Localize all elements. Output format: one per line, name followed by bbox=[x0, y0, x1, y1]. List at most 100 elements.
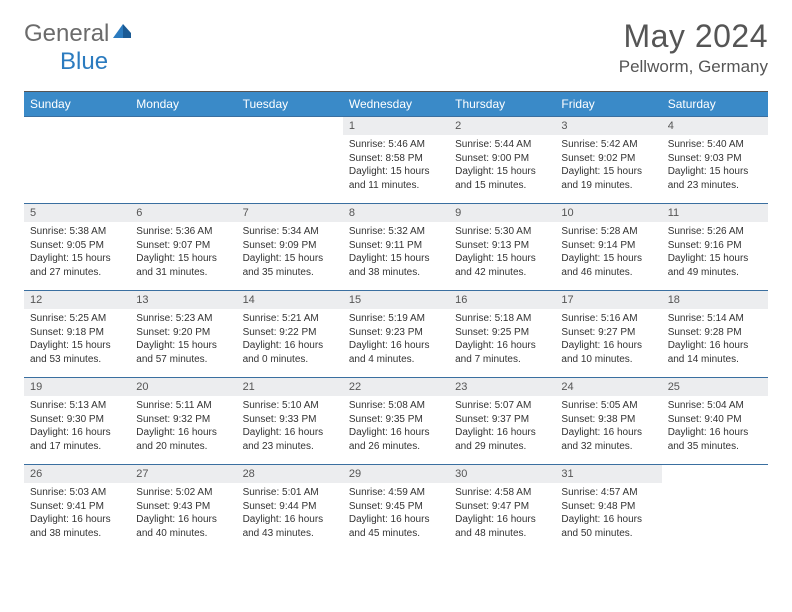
calendar-cell: 4Sunrise: 5:40 AMSunset: 9:03 PMDaylight… bbox=[662, 117, 768, 204]
day-number: 6 bbox=[130, 204, 236, 222]
day-number: 22 bbox=[343, 378, 449, 396]
calendar-cell: 26Sunrise: 5:03 AMSunset: 9:41 PMDayligh… bbox=[24, 465, 130, 552]
day-number: 3 bbox=[555, 117, 661, 135]
calendar-cell: 15Sunrise: 5:19 AMSunset: 9:23 PMDayligh… bbox=[343, 291, 449, 378]
calendar-cell: 16Sunrise: 5:18 AMSunset: 9:25 PMDayligh… bbox=[449, 291, 555, 378]
day-body: Sunrise: 5:16 AMSunset: 9:27 PMDaylight:… bbox=[555, 309, 661, 370]
calendar-cell: 19Sunrise: 5:13 AMSunset: 9:30 PMDayligh… bbox=[24, 378, 130, 465]
brand-mark-icon bbox=[113, 22, 131, 38]
day-number: 7 bbox=[237, 204, 343, 222]
day-body: Sunrise: 5:44 AMSunset: 9:00 PMDaylight:… bbox=[449, 135, 555, 196]
calendar-row: 19Sunrise: 5:13 AMSunset: 9:30 PMDayligh… bbox=[24, 378, 768, 465]
calendar-cell: 11Sunrise: 5:26 AMSunset: 9:16 PMDayligh… bbox=[662, 204, 768, 291]
title-block: May 2024 Pellworm, Germany bbox=[619, 18, 768, 79]
weekday-header: Sunday bbox=[24, 92, 130, 117]
calendar-cell: 29Sunrise: 4:59 AMSunset: 9:45 PMDayligh… bbox=[343, 465, 449, 552]
day-number: 31 bbox=[555, 465, 661, 483]
day-number: 26 bbox=[24, 465, 130, 483]
header: General May 2024 Pellworm, Germany bbox=[24, 18, 768, 79]
day-number: 8 bbox=[343, 204, 449, 222]
calendar-cell: 24Sunrise: 5:05 AMSunset: 9:38 PMDayligh… bbox=[555, 378, 661, 465]
day-body: Sunrise: 5:10 AMSunset: 9:33 PMDaylight:… bbox=[237, 396, 343, 457]
weekday-header: Wednesday bbox=[343, 92, 449, 117]
day-number: 16 bbox=[449, 291, 555, 309]
day-number: 21 bbox=[237, 378, 343, 396]
calendar-cell: 21Sunrise: 5:10 AMSunset: 9:33 PMDayligh… bbox=[237, 378, 343, 465]
calendar-cell: 3Sunrise: 5:42 AMSunset: 9:02 PMDaylight… bbox=[555, 117, 661, 204]
day-body: Sunrise: 5:14 AMSunset: 9:28 PMDaylight:… bbox=[662, 309, 768, 370]
day-body: Sunrise: 5:08 AMSunset: 9:35 PMDaylight:… bbox=[343, 396, 449, 457]
day-number: 20 bbox=[130, 378, 236, 396]
day-body: Sunrise: 4:58 AMSunset: 9:47 PMDaylight:… bbox=[449, 483, 555, 544]
day-body: Sunrise: 5:25 AMSunset: 9:18 PMDaylight:… bbox=[24, 309, 130, 370]
calendar-cell bbox=[130, 117, 236, 204]
day-number: 17 bbox=[555, 291, 661, 309]
day-number: 25 bbox=[662, 378, 768, 396]
calendar-cell: 18Sunrise: 5:14 AMSunset: 9:28 PMDayligh… bbox=[662, 291, 768, 378]
day-body: Sunrise: 5:11 AMSunset: 9:32 PMDaylight:… bbox=[130, 396, 236, 457]
calendar-cell: 12Sunrise: 5:25 AMSunset: 9:18 PMDayligh… bbox=[24, 291, 130, 378]
brand-part1: General bbox=[24, 20, 109, 48]
day-number: 29 bbox=[343, 465, 449, 483]
calendar-cell: 5Sunrise: 5:38 AMSunset: 9:05 PMDaylight… bbox=[24, 204, 130, 291]
calendar-row: 5Sunrise: 5:38 AMSunset: 9:05 PMDaylight… bbox=[24, 204, 768, 291]
calendar-cell: 25Sunrise: 5:04 AMSunset: 9:40 PMDayligh… bbox=[662, 378, 768, 465]
day-number: 2 bbox=[449, 117, 555, 135]
day-body: Sunrise: 5:23 AMSunset: 9:20 PMDaylight:… bbox=[130, 309, 236, 370]
day-number: 30 bbox=[449, 465, 555, 483]
calendar-cell: 6Sunrise: 5:36 AMSunset: 9:07 PMDaylight… bbox=[130, 204, 236, 291]
day-body: Sunrise: 5:42 AMSunset: 9:02 PMDaylight:… bbox=[555, 135, 661, 196]
calendar-cell: 22Sunrise: 5:08 AMSunset: 9:35 PMDayligh… bbox=[343, 378, 449, 465]
day-body: Sunrise: 5:18 AMSunset: 9:25 PMDaylight:… bbox=[449, 309, 555, 370]
day-number: 14 bbox=[237, 291, 343, 309]
calendar-cell bbox=[237, 117, 343, 204]
calendar-cell: 27Sunrise: 5:02 AMSunset: 9:43 PMDayligh… bbox=[130, 465, 236, 552]
calendar-row: 12Sunrise: 5:25 AMSunset: 9:18 PMDayligh… bbox=[24, 291, 768, 378]
day-number: 28 bbox=[237, 465, 343, 483]
calendar-cell: 13Sunrise: 5:23 AMSunset: 9:20 PMDayligh… bbox=[130, 291, 236, 378]
brand-logo: General bbox=[24, 20, 133, 48]
day-body: Sunrise: 5:04 AMSunset: 9:40 PMDaylight:… bbox=[662, 396, 768, 457]
day-body: Sunrise: 5:21 AMSunset: 9:22 PMDaylight:… bbox=[237, 309, 343, 370]
day-body: Sunrise: 5:13 AMSunset: 9:30 PMDaylight:… bbox=[24, 396, 130, 457]
day-body: Sunrise: 4:57 AMSunset: 9:48 PMDaylight:… bbox=[555, 483, 661, 544]
calendar-row: 1Sunrise: 5:46 AMSunset: 8:58 PMDaylight… bbox=[24, 117, 768, 204]
calendar-cell: 7Sunrise: 5:34 AMSunset: 9:09 PMDaylight… bbox=[237, 204, 343, 291]
calendar-cell: 8Sunrise: 5:32 AMSunset: 9:11 PMDaylight… bbox=[343, 204, 449, 291]
day-number: 4 bbox=[662, 117, 768, 135]
calendar-cell: 30Sunrise: 4:58 AMSunset: 9:47 PMDayligh… bbox=[449, 465, 555, 552]
day-body: Sunrise: 5:03 AMSunset: 9:41 PMDaylight:… bbox=[24, 483, 130, 544]
day-number: 19 bbox=[24, 378, 130, 396]
month-title: May 2024 bbox=[619, 18, 768, 55]
day-number: 13 bbox=[130, 291, 236, 309]
day-number: 10 bbox=[555, 204, 661, 222]
weekday-header: Friday bbox=[555, 92, 661, 117]
calendar-cell: 31Sunrise: 4:57 AMSunset: 9:48 PMDayligh… bbox=[555, 465, 661, 552]
day-body: Sunrise: 4:59 AMSunset: 9:45 PMDaylight:… bbox=[343, 483, 449, 544]
calendar-cell: 2Sunrise: 5:44 AMSunset: 9:00 PMDaylight… bbox=[449, 117, 555, 204]
day-body: Sunrise: 5:46 AMSunset: 8:58 PMDaylight:… bbox=[343, 135, 449, 196]
calendar-cell: 9Sunrise: 5:30 AMSunset: 9:13 PMDaylight… bbox=[449, 204, 555, 291]
day-body: Sunrise: 5:36 AMSunset: 9:07 PMDaylight:… bbox=[130, 222, 236, 283]
calendar-cell: 10Sunrise: 5:28 AMSunset: 9:14 PMDayligh… bbox=[555, 204, 661, 291]
day-body: Sunrise: 5:38 AMSunset: 9:05 PMDaylight:… bbox=[24, 222, 130, 283]
day-body: Sunrise: 5:26 AMSunset: 9:16 PMDaylight:… bbox=[662, 222, 768, 283]
day-body: Sunrise: 5:19 AMSunset: 9:23 PMDaylight:… bbox=[343, 309, 449, 370]
day-body: Sunrise: 5:32 AMSunset: 9:11 PMDaylight:… bbox=[343, 222, 449, 283]
calendar-cell: 1Sunrise: 5:46 AMSunset: 8:58 PMDaylight… bbox=[343, 117, 449, 204]
calendar-cell bbox=[24, 117, 130, 204]
day-number: 27 bbox=[130, 465, 236, 483]
calendar-cell: 23Sunrise: 5:07 AMSunset: 9:37 PMDayligh… bbox=[449, 378, 555, 465]
day-body: Sunrise: 5:01 AMSunset: 9:44 PMDaylight:… bbox=[237, 483, 343, 544]
calendar-head: SundayMondayTuesdayWednesdayThursdayFrid… bbox=[24, 92, 768, 117]
day-body: Sunrise: 5:07 AMSunset: 9:37 PMDaylight:… bbox=[449, 396, 555, 457]
day-body: Sunrise: 5:05 AMSunset: 9:38 PMDaylight:… bbox=[555, 396, 661, 457]
calendar-cell: 17Sunrise: 5:16 AMSunset: 9:27 PMDayligh… bbox=[555, 291, 661, 378]
weekday-row: SundayMondayTuesdayWednesdayThursdayFrid… bbox=[24, 92, 768, 117]
calendar-table: SundayMondayTuesdayWednesdayThursdayFrid… bbox=[24, 92, 768, 552]
weekday-header: Thursday bbox=[449, 92, 555, 117]
day-body: Sunrise: 5:02 AMSunset: 9:43 PMDaylight:… bbox=[130, 483, 236, 544]
calendar-row: 26Sunrise: 5:03 AMSunset: 9:41 PMDayligh… bbox=[24, 465, 768, 552]
day-number: 12 bbox=[24, 291, 130, 309]
day-body: Sunrise: 5:40 AMSunset: 9:03 PMDaylight:… bbox=[662, 135, 768, 196]
